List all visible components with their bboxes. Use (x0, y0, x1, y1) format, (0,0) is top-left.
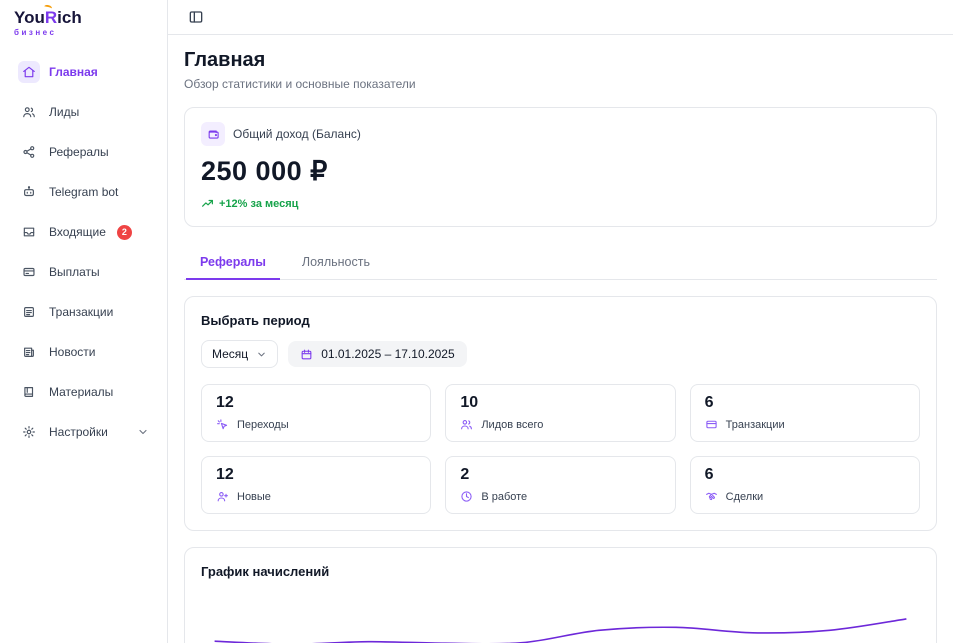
clicks-icon (216, 418, 229, 431)
balance-trend-text: +12% за месяц (219, 197, 299, 210)
user-plus-icon (216, 490, 229, 503)
share-icon (18, 141, 40, 163)
date-range-value: 01.01.2025 – 17.10.2025 (321, 347, 455, 362)
date-range-button[interactable]: 01.01.2025 – 17.10.2025 (288, 341, 467, 368)
sidebar-item-label: Telegram bot (49, 185, 119, 199)
brand-subtitle: бизнес (14, 28, 57, 37)
brand-name: YouRich (14, 4, 82, 28)
sidebar-item-label: Выплаты (49, 265, 100, 279)
page-content: Главная Обзор статистики и основные пока… (168, 35, 953, 643)
stat-card-transitions: 12 Переходы (201, 384, 432, 443)
inbox-badge: 2 (116, 224, 132, 240)
sidebar-item-referrals[interactable]: Рефералы (10, 135, 157, 169)
sidebar-item-leads[interactable]: Лиды (10, 95, 157, 129)
stat-card-in-progress: 2 В работе (445, 456, 676, 515)
balance-trend: +12% за месяц (201, 197, 920, 210)
tab-referrals[interactable]: Рефералы (186, 247, 280, 281)
sidebar-item-label: Входящие (49, 225, 106, 239)
card-icon (705, 418, 718, 431)
gear-icon (18, 421, 40, 443)
stat-label: Новые (237, 490, 271, 503)
sidebar-item-inbox[interactable]: Входящие 2 (10, 215, 157, 249)
stat-value: 12 (216, 394, 234, 412)
bot-icon (18, 181, 40, 203)
balance-label: Общий доход (Баланс) (233, 127, 361, 142)
sidebar-item-label: Новости (49, 345, 96, 359)
wallet-icon (201, 122, 225, 147)
period-select[interactable]: Месяц (201, 340, 279, 369)
users-icon (18, 101, 40, 123)
sidebar-nav: Главная Лиды Рефералы Telegram bot (0, 43, 167, 467)
stat-value: 12 (216, 466, 234, 484)
stat-card-transactions: 6 Транзакции (689, 384, 920, 443)
stat-card-leads-total: 10 Лидов всего (445, 384, 676, 443)
stat-value: 6 (704, 394, 714, 412)
sidebar-item-label: Материалы (49, 385, 114, 399)
stat-label: Транзакции (725, 418, 785, 431)
calendar-icon (300, 348, 313, 361)
stats-grid: 12 Переходы 10 (201, 384, 920, 515)
brand-logo: YouRich бизнес (0, 0, 167, 43)
users-icon (460, 418, 473, 431)
sidebar-item-materials[interactable]: Материалы (10, 375, 157, 409)
handshake-icon (705, 490, 718, 503)
chart-area: ЯнварьФевральМартАпрельМайИюньИюльАвгуст… (201, 601, 920, 643)
sidebar-item-label: Главная (49, 65, 98, 79)
sidebar-toggle-button[interactable] (184, 5, 208, 29)
materials-icon (18, 381, 40, 403)
transactions-icon (18, 301, 40, 323)
brand-part1: You (14, 8, 45, 27)
home-icon (18, 61, 40, 83)
sidebar-item-transactions[interactable]: Транзакции (10, 295, 157, 329)
chart-card: График начислений ЯнварьФевральМартАпрел… (184, 547, 937, 643)
stat-value: 2 (460, 466, 470, 484)
sidebar: YouRich бизнес Главная Лиды (0, 0, 168, 643)
chevron-down-icon (137, 426, 149, 438)
stat-label: В работе (481, 490, 528, 503)
payout-card-icon (18, 261, 40, 283)
sidebar-item-home[interactable]: Главная (10, 55, 157, 89)
page-subtitle: Обзор статистики и основные показатели (184, 77, 416, 92)
main-area: Главная Обзор статистики и основные пока… (168, 0, 953, 643)
period-select-value: Месяц (212, 347, 249, 362)
tabs: Рефералы Лояльность (184, 247, 937, 281)
stat-value: 10 (460, 394, 479, 412)
sidebar-item-telegram-bot[interactable]: Telegram bot (10, 175, 157, 209)
brand-part2: R (44, 8, 58, 27)
sidebar-item-label: Рефералы (49, 145, 109, 159)
period-controls: Месяц 01.01.2025 – 17.10.2025 (201, 340, 920, 369)
stat-label: Лидов всего (481, 418, 544, 431)
sidebar-item-label: Транзакции (49, 305, 114, 319)
stat-label: Сделки (725, 490, 764, 503)
stat-label: Переходы (237, 418, 289, 431)
stat-value: 6 (704, 466, 714, 484)
trend-up-icon (201, 197, 214, 210)
sidebar-item-settings[interactable]: Настройки (10, 415, 157, 449)
sidebar-item-news[interactable]: Новости (10, 335, 157, 369)
period-card: Выбрать период Месяц 01.01.2025 – 17.10.… (184, 296, 937, 532)
brand-part3: ich (57, 8, 82, 27)
stat-card-new: 12 Новые (201, 456, 432, 515)
clock-icon (460, 490, 473, 503)
chart-title: График начислений (201, 564, 330, 580)
balance-header: Общий доход (Баланс) (201, 122, 920, 147)
tab-loyalty[interactable]: Лояльность (301, 255, 370, 270)
line-chart (201, 601, 920, 643)
inbox-icon (18, 221, 40, 243)
sidebar-item-label: Лиды (49, 105, 80, 119)
balance-amount: 250 000 ₽ (201, 156, 328, 187)
page-title: Главная (184, 49, 266, 72)
sidebar-item-label: Настройки (49, 425, 108, 439)
topbar (168, 0, 953, 36)
balance-card: Общий доход (Баланс) 250 000 ₽ +12% за м… (184, 107, 937, 228)
stat-card-deals: 6 Сделки (689, 456, 920, 515)
chevron-down-icon (256, 349, 267, 360)
sidebar-item-payouts[interactable]: Выплаты (10, 255, 157, 289)
news-icon (18, 341, 40, 363)
period-title: Выбрать период (201, 313, 310, 329)
